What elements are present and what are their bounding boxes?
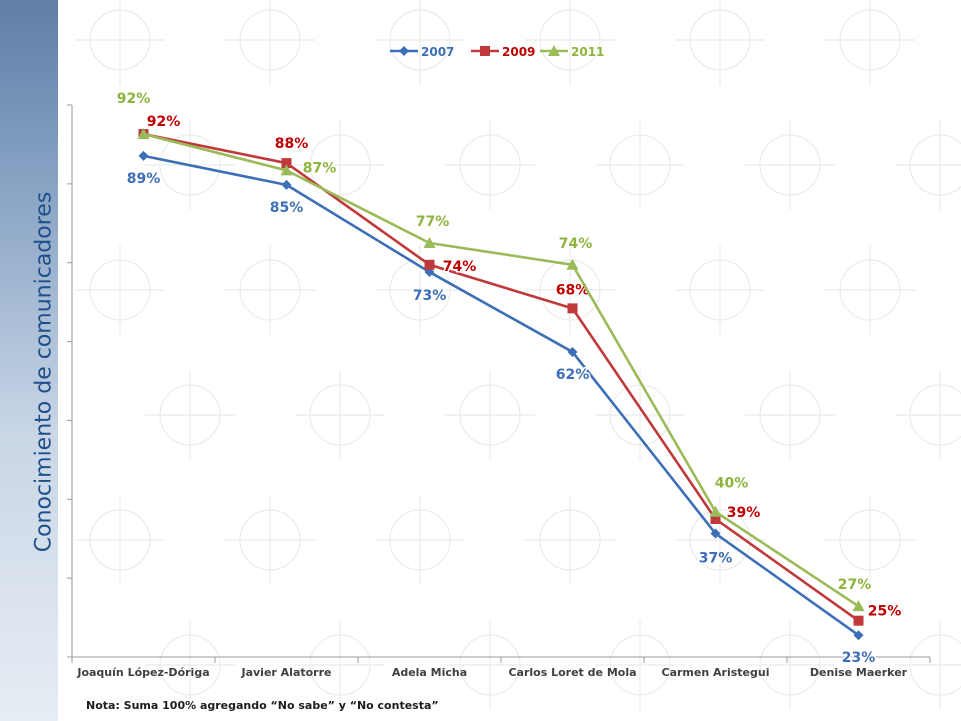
data-label: 73% <box>413 288 447 304</box>
data-point <box>280 164 293 176</box>
legend-label: 2009 <box>502 45 535 59</box>
series-2011: 92% 87% 77% 74% 40% 27% <box>115 90 873 612</box>
data-point <box>567 303 578 314</box>
data-point <box>566 258 579 270</box>
x-tick-label: Denise Maerker <box>810 666 908 679</box>
series-line-2009 <box>143 132 860 622</box>
data-label: 68% <box>556 282 590 298</box>
legend-item-2007: 2007 <box>390 45 454 59</box>
x-tick-label: Javier Alatorre <box>240 666 331 679</box>
series-line-2011 <box>143 132 860 608</box>
x-tick-label: Joaquín López-Dóriga <box>76 666 209 679</box>
x-tick-label: Carmen Aristegui <box>662 666 770 679</box>
legend-marker <box>548 45 560 56</box>
series-2007: 89% 85% 73% 62% 37% 23% <box>125 150 877 668</box>
data-label: 85% <box>270 200 304 216</box>
legend-item-2009: 2009 <box>471 45 535 59</box>
data-point <box>137 128 150 140</box>
data-label: 77% <box>416 214 450 230</box>
data-label: 37% <box>699 551 733 567</box>
series-2009: 92% 88% 74% 68% 39% 25% <box>138 113 903 626</box>
legend-item-2011: 2011 <box>540 45 604 59</box>
data-label: 25% <box>868 604 902 620</box>
legend-marker <box>399 46 409 56</box>
data-point <box>710 528 721 539</box>
footnote: Nota: Suma 100% agregando “No sabe” y “N… <box>86 699 439 712</box>
data-point <box>138 150 149 161</box>
legend-marker <box>480 46 490 56</box>
data-point <box>853 630 864 641</box>
data-label: 39% <box>727 505 761 521</box>
x-tick-label: Carlos Loret de Mola <box>508 666 636 679</box>
data-label: 92% <box>147 114 181 130</box>
data-label: 92% <box>117 91 151 107</box>
data-point <box>853 615 864 626</box>
data-label: 40% <box>715 476 749 492</box>
side-decoration <box>0 0 58 721</box>
data-point <box>423 237 436 248</box>
legend: 2007 2009 2011 <box>390 45 604 59</box>
data-point <box>424 259 435 270</box>
data-point <box>567 346 578 357</box>
data-point <box>710 514 721 524</box>
data-label: 74% <box>559 236 593 252</box>
data-point <box>281 158 292 169</box>
data-label: 74% <box>443 259 477 275</box>
legend-label: 2007 <box>421 45 454 59</box>
data-point <box>281 179 292 190</box>
data-label: 88% <box>275 136 309 152</box>
data-point <box>852 600 865 612</box>
data-label: 89% <box>127 171 161 187</box>
data-label: 23% <box>842 650 876 666</box>
data-label: 87% <box>303 160 337 176</box>
data-label: 62% <box>556 367 590 383</box>
x-tick-label: Adela Micha <box>392 666 467 679</box>
data-label: 27% <box>838 577 872 593</box>
data-point <box>709 505 722 517</box>
legend-label: 2011 <box>571 45 604 59</box>
series-line-2007 <box>143 154 860 637</box>
